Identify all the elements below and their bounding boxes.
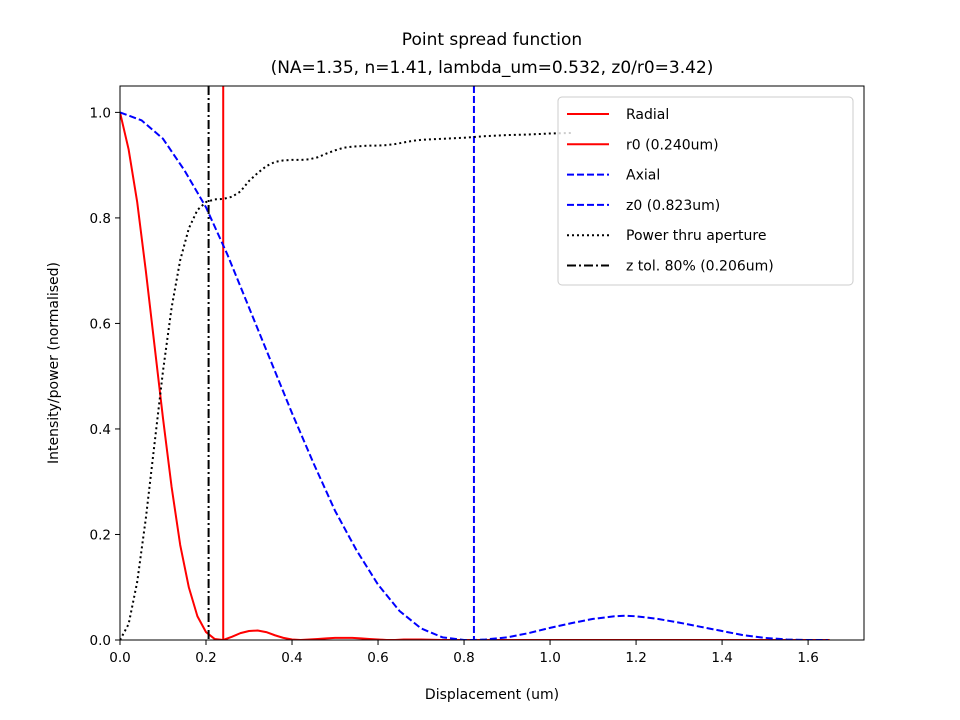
- legend-label-power-thru-aperture: Power thru aperture: [626, 228, 766, 244]
- chart-title: Point spread function: [402, 30, 582, 50]
- y-tick-label: 0.4: [90, 422, 111, 438]
- y-tick-label: 0.8: [90, 211, 111, 227]
- y-axis-label: Intensity/power (normalised): [46, 262, 62, 464]
- y-tick-label: 0.6: [90, 316, 111, 332]
- x-tick-label: 1.0: [539, 650, 560, 666]
- axes-frame: [119, 85, 865, 641]
- series-radial: [120, 112, 830, 640]
- legend-label-axial: Axial: [626, 168, 660, 184]
- y-axis: 0.0 0.2 0.4 0.6 0.8 1.0: [90, 105, 120, 649]
- x-tick-label: 1.2: [625, 650, 646, 666]
- x-tick-label: 0.2: [195, 650, 216, 666]
- series-power-thru-aperture: [120, 131, 572, 640]
- chart-subtitle: (NA=1.35, n=1.41, lambda_um=0.532, z0/r0…: [271, 58, 714, 78]
- x-axis: 0.0 0.2 0.4 0.6 0.8 1.0 1.2 1.4 1.6: [109, 640, 819, 666]
- x-tick-label: 1.4: [711, 650, 732, 666]
- y-tick-label: 1.0: [90, 105, 111, 121]
- legend-label-z-tol-80-0-206um: z tol. 80% (0.206um): [626, 259, 774, 275]
- x-tick-label: 0.0: [109, 650, 130, 666]
- y-tick-label: 0.0: [90, 633, 111, 649]
- legend-label-z0-0-823um: z0 (0.823um): [626, 198, 720, 214]
- x-tick-label: 0.6: [367, 650, 388, 666]
- x-tick-label: 0.4: [281, 650, 302, 666]
- y-tick-label: 0.2: [90, 527, 111, 543]
- legend: Radial r0 (0.240um) Axial z0 (0.823um) Power…: [557, 96, 854, 286]
- x-tick-label: 1.6: [797, 650, 818, 666]
- x-axis-label: Displacement (um): [425, 687, 559, 703]
- series-axial: [120, 111, 828, 640]
- plot-area: [120, 86, 830, 640]
- legend-label-radial: Radial: [626, 107, 669, 123]
- legend-box: [557, 96, 854, 286]
- legend-label-r0-0-240um: r0 (0.240um): [626, 137, 719, 153]
- x-tick-label: 0.8: [453, 650, 474, 666]
